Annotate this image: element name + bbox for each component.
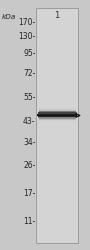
Text: 72-: 72- bbox=[23, 69, 36, 78]
Bar bbox=[39, 120, 76, 121]
Text: 130-: 130- bbox=[18, 32, 36, 41]
Bar bbox=[39, 119, 76, 120]
Bar bbox=[38, 112, 77, 113]
Bar bbox=[38, 116, 77, 117]
Text: kDa: kDa bbox=[1, 14, 16, 20]
Text: 55-: 55- bbox=[23, 93, 36, 102]
Bar bbox=[39, 110, 76, 111]
Text: 34-: 34- bbox=[23, 138, 36, 147]
Bar bbox=[37, 115, 77, 116]
Bar bbox=[39, 121, 76, 122]
Text: 95-: 95- bbox=[23, 49, 36, 58]
Text: 11-: 11- bbox=[23, 217, 36, 226]
Bar bbox=[39, 121, 76, 122]
Bar bbox=[39, 109, 76, 110]
Bar bbox=[36, 8, 78, 242]
Bar bbox=[39, 111, 76, 112]
Bar bbox=[39, 118, 76, 119]
Text: 1: 1 bbox=[54, 11, 59, 20]
Bar bbox=[37, 114, 77, 115]
Bar bbox=[39, 110, 76, 111]
Bar bbox=[38, 113, 77, 114]
Bar bbox=[39, 111, 76, 112]
Text: 170-: 170- bbox=[18, 18, 36, 27]
Bar bbox=[38, 116, 77, 117]
Bar bbox=[39, 120, 76, 121]
Bar bbox=[38, 117, 76, 118]
Bar bbox=[38, 113, 77, 114]
Text: 17-: 17- bbox=[23, 189, 36, 198]
Text: 43-: 43- bbox=[23, 117, 36, 126]
Text: 26-: 26- bbox=[23, 160, 36, 170]
Bar bbox=[39, 108, 76, 109]
Bar bbox=[37, 114, 77, 115]
